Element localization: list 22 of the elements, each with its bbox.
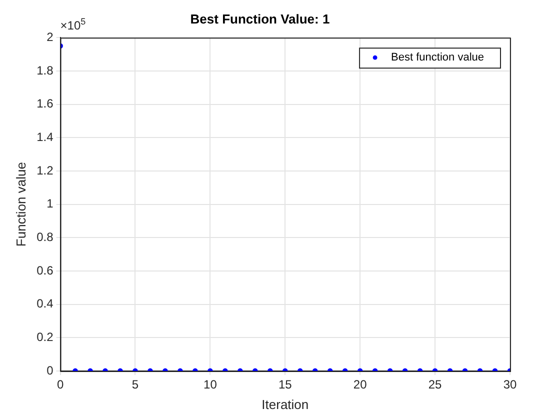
y-tick-label: 0.6 — [36, 263, 54, 278]
x-tick-label: 10 — [204, 378, 218, 392]
x-axis-title: Iteration — [262, 396, 309, 412]
y-tick-label: 1.8 — [36, 63, 54, 78]
x-tick-label: 5 — [132, 378, 139, 392]
y-tick-label: 0.4 — [36, 296, 54, 311]
y-tick-label: 1.4 — [36, 130, 54, 144]
y-tick-label: 0.2 — [36, 330, 54, 344]
x-tick-label: 30 — [503, 378, 517, 392]
y-tick-label: 1.2 — [36, 163, 54, 178]
x-tick-label: 0 — [56, 378, 64, 392]
y-tick-label: 0.8 — [36, 230, 54, 244]
x-tick-label: 15 — [278, 378, 292, 392]
x-tick-label: 25 — [428, 378, 442, 392]
legend-label: Best function value — [391, 52, 484, 64]
chart-title: Best Function Value: 1 — [190, 11, 330, 26]
y-tick-label: 1.6 — [36, 96, 54, 111]
y-tick-label: 1 — [46, 196, 54, 211]
x-tick-label: 20 — [353, 378, 368, 392]
y-tick-label: 0 — [46, 363, 54, 378]
y-tick-label: 2 — [46, 30, 54, 44]
y-axis-title: Function value — [13, 162, 28, 247]
